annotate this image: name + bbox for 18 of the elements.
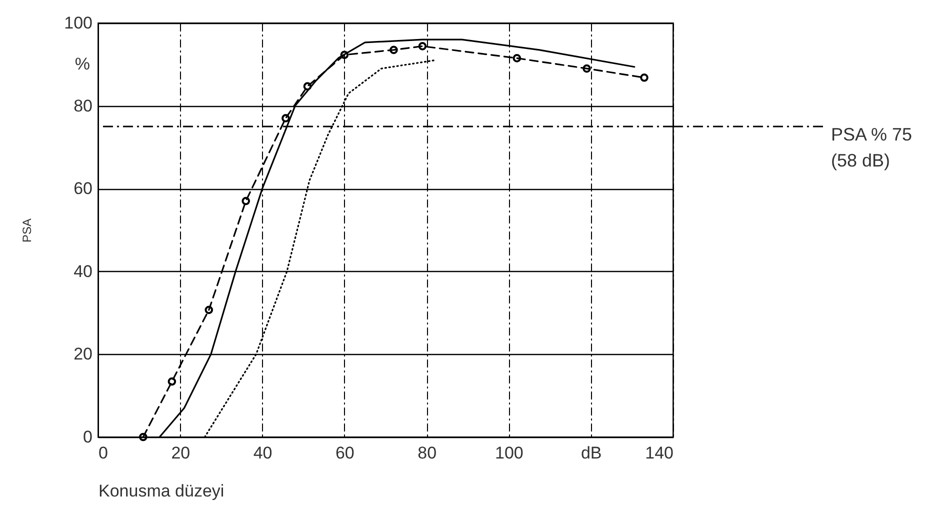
text: % — [74, 54, 90, 74]
x-tick-label: 60 — [335, 444, 354, 462]
x-tick-label: dB — [580, 444, 602, 462]
x-tick-label: 100 — [495, 444, 524, 462]
x-tick-label: 80 — [418, 444, 437, 462]
x-tick-label: 0 — [98, 444, 108, 462]
y-axis-title: PSA — [20, 218, 34, 243]
x-axis-title: Konusma düzeyi — [98, 482, 224, 500]
x-tick-label: 140 — [645, 444, 674, 462]
y-tick-label: 80 — [74, 96, 92, 116]
y-tick-label: 100 — [64, 14, 92, 32]
y-tick-label: 60 — [74, 179, 92, 198]
ref-line-label: PSA % 75 (58 dB) — [831, 124, 912, 170]
y-tick-label: 20 — [74, 344, 92, 364]
y-tick-label: 40 — [74, 262, 92, 281]
y-tick-label: 0 — [83, 428, 92, 446]
x-tick-label: 20 — [171, 444, 190, 462]
x-tick-label: 40 — [253, 444, 272, 462]
